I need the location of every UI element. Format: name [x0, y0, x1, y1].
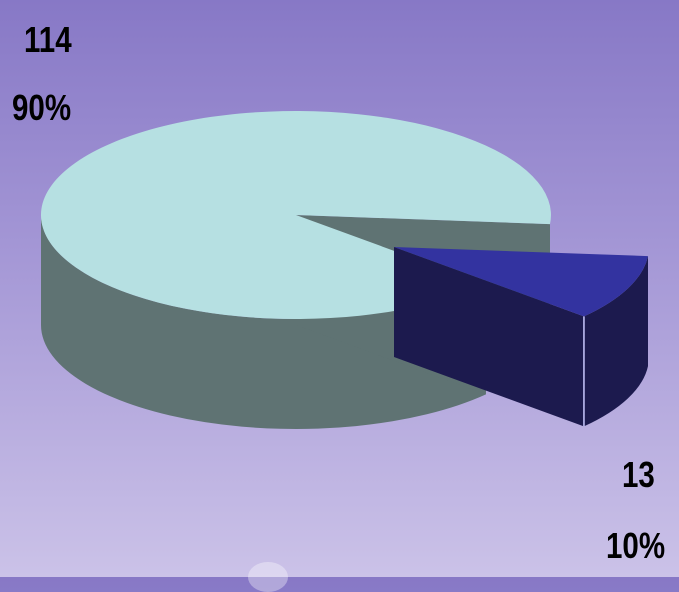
- pie-slice-13-side: [583, 256, 648, 427]
- slice-13-value-label: 13: [622, 454, 655, 495]
- pie-slice-13: [394, 247, 648, 427]
- pie-slice-13-cut-face: [394, 247, 584, 427]
- pie-slice-13-top: [394, 247, 648, 317]
- slice-114-percent-label: 90%: [12, 87, 72, 128]
- pie-slice-114-side: [41, 215, 486, 429]
- bottom-glow-decoration: [248, 562, 288, 592]
- pie-chart: [40, 111, 648, 429]
- slice-13-percent-label: 10%: [606, 525, 666, 566]
- slice-114-value-label: 114: [24, 19, 72, 60]
